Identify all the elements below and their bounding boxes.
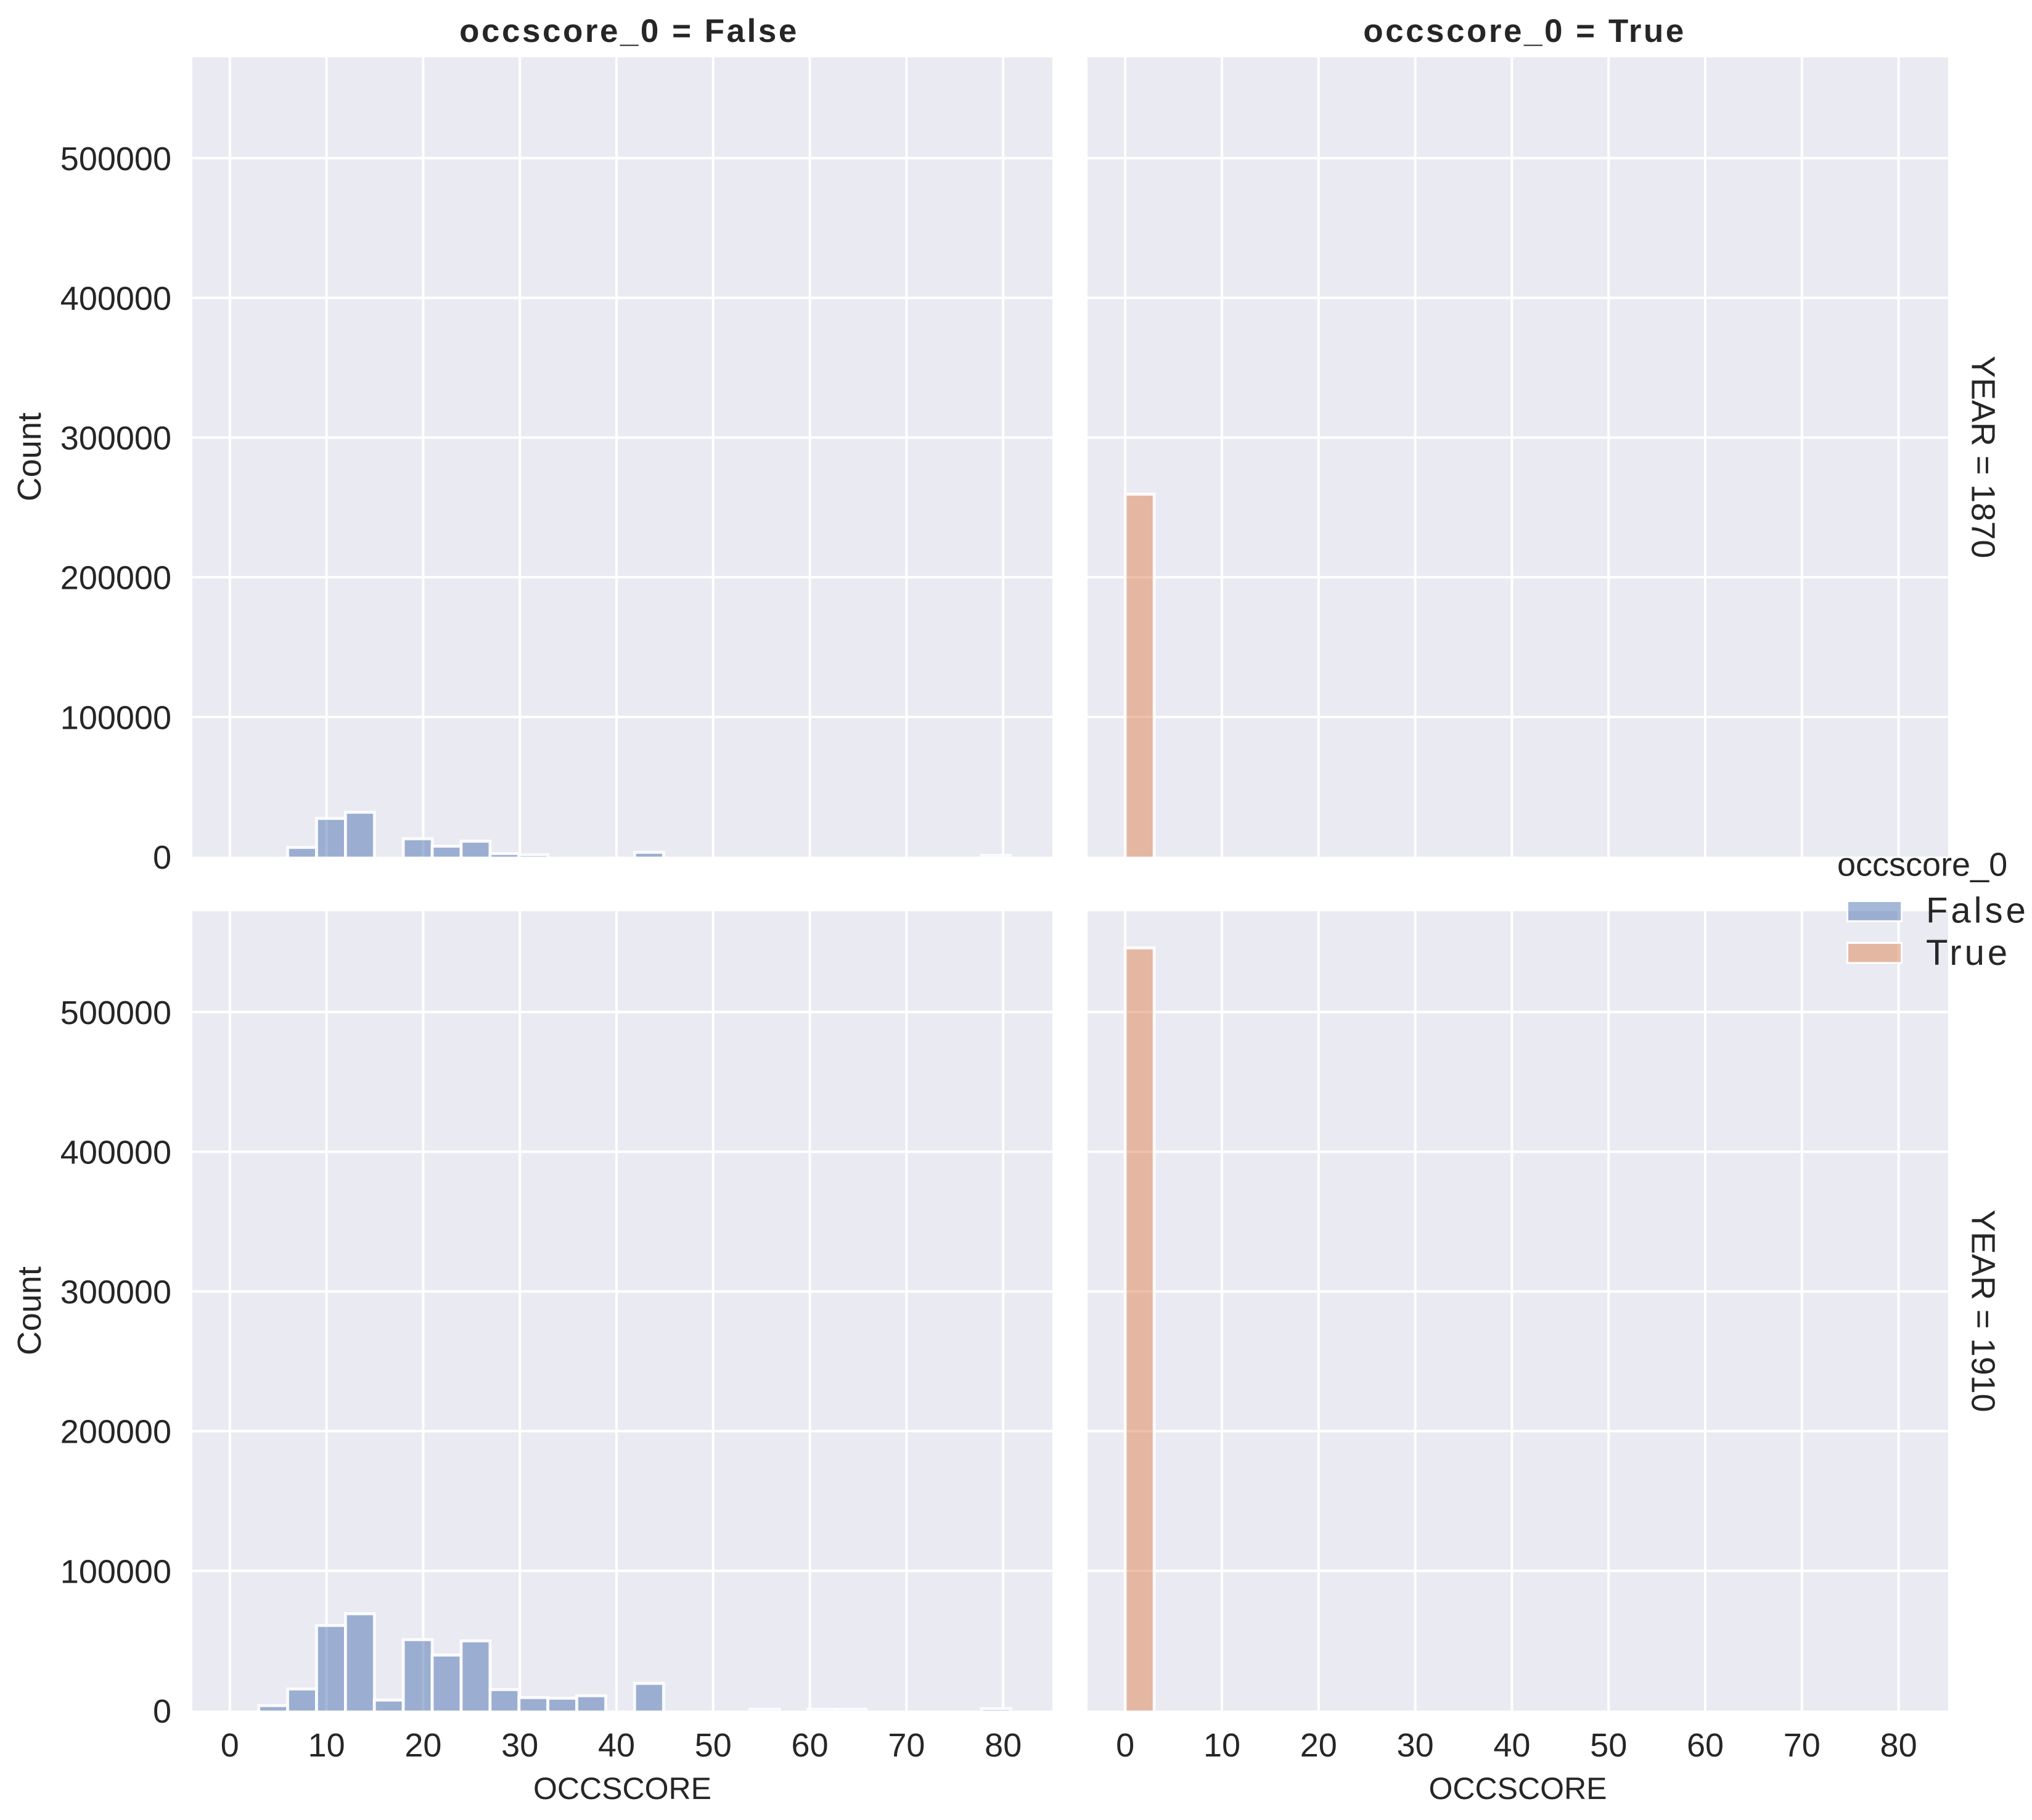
svg-text:50: 50 bbox=[695, 1727, 732, 1764]
svg-text:True: True bbox=[1926, 933, 2010, 973]
svg-text:YEAR = 1910: YEAR = 1910 bbox=[1965, 1210, 2002, 1412]
svg-text:0: 0 bbox=[221, 1727, 239, 1764]
svg-text:10: 10 bbox=[1203, 1727, 1240, 1764]
svg-text:occscore_0 = True: occscore_0 = True bbox=[1363, 13, 1686, 49]
svg-text:30: 30 bbox=[1397, 1727, 1434, 1764]
svg-text:False: False bbox=[1926, 891, 2029, 931]
svg-text:500000: 500000 bbox=[60, 141, 171, 178]
svg-text:80: 80 bbox=[985, 1727, 1022, 1764]
svg-text:Count: Count bbox=[11, 1266, 48, 1355]
svg-text:300000: 300000 bbox=[60, 420, 171, 457]
svg-text:20: 20 bbox=[1300, 1727, 1337, 1764]
svg-text:400000: 400000 bbox=[60, 281, 171, 318]
svg-text:occscore_0: occscore_0 bbox=[1837, 846, 2007, 883]
svg-text:60: 60 bbox=[1687, 1727, 1724, 1764]
svg-text:Count: Count bbox=[11, 412, 48, 501]
svg-text:100000: 100000 bbox=[60, 699, 171, 736]
svg-text:70: 70 bbox=[888, 1727, 925, 1764]
svg-text:500000: 500000 bbox=[60, 994, 171, 1031]
svg-text:400000: 400000 bbox=[60, 1134, 171, 1171]
svg-text:70: 70 bbox=[1784, 1727, 1821, 1764]
svg-text:40: 40 bbox=[1493, 1727, 1530, 1764]
svg-text:occscore_0 = False: occscore_0 = False bbox=[459, 13, 799, 49]
svg-text:10: 10 bbox=[308, 1727, 345, 1764]
svg-text:YEAR = 1870: YEAR = 1870 bbox=[1965, 356, 2002, 559]
svg-text:20: 20 bbox=[404, 1727, 441, 1764]
svg-text:OCCSCORE: OCCSCORE bbox=[1429, 1771, 1607, 1806]
svg-text:300000: 300000 bbox=[60, 1274, 171, 1311]
svg-text:200000: 200000 bbox=[60, 560, 171, 597]
svg-text:0: 0 bbox=[1116, 1727, 1134, 1764]
svg-text:60: 60 bbox=[792, 1727, 829, 1764]
svg-text:0: 0 bbox=[153, 839, 171, 876]
svg-text:50: 50 bbox=[1590, 1727, 1627, 1764]
svg-text:80: 80 bbox=[1880, 1727, 1917, 1764]
svg-text:200000: 200000 bbox=[60, 1414, 171, 1451]
svg-text:40: 40 bbox=[598, 1727, 635, 1764]
svg-text:30: 30 bbox=[501, 1727, 538, 1764]
svg-text:0: 0 bbox=[153, 1693, 171, 1730]
svg-text:OCCSCORE: OCCSCORE bbox=[533, 1771, 711, 1806]
svg-text:100000: 100000 bbox=[60, 1553, 171, 1590]
